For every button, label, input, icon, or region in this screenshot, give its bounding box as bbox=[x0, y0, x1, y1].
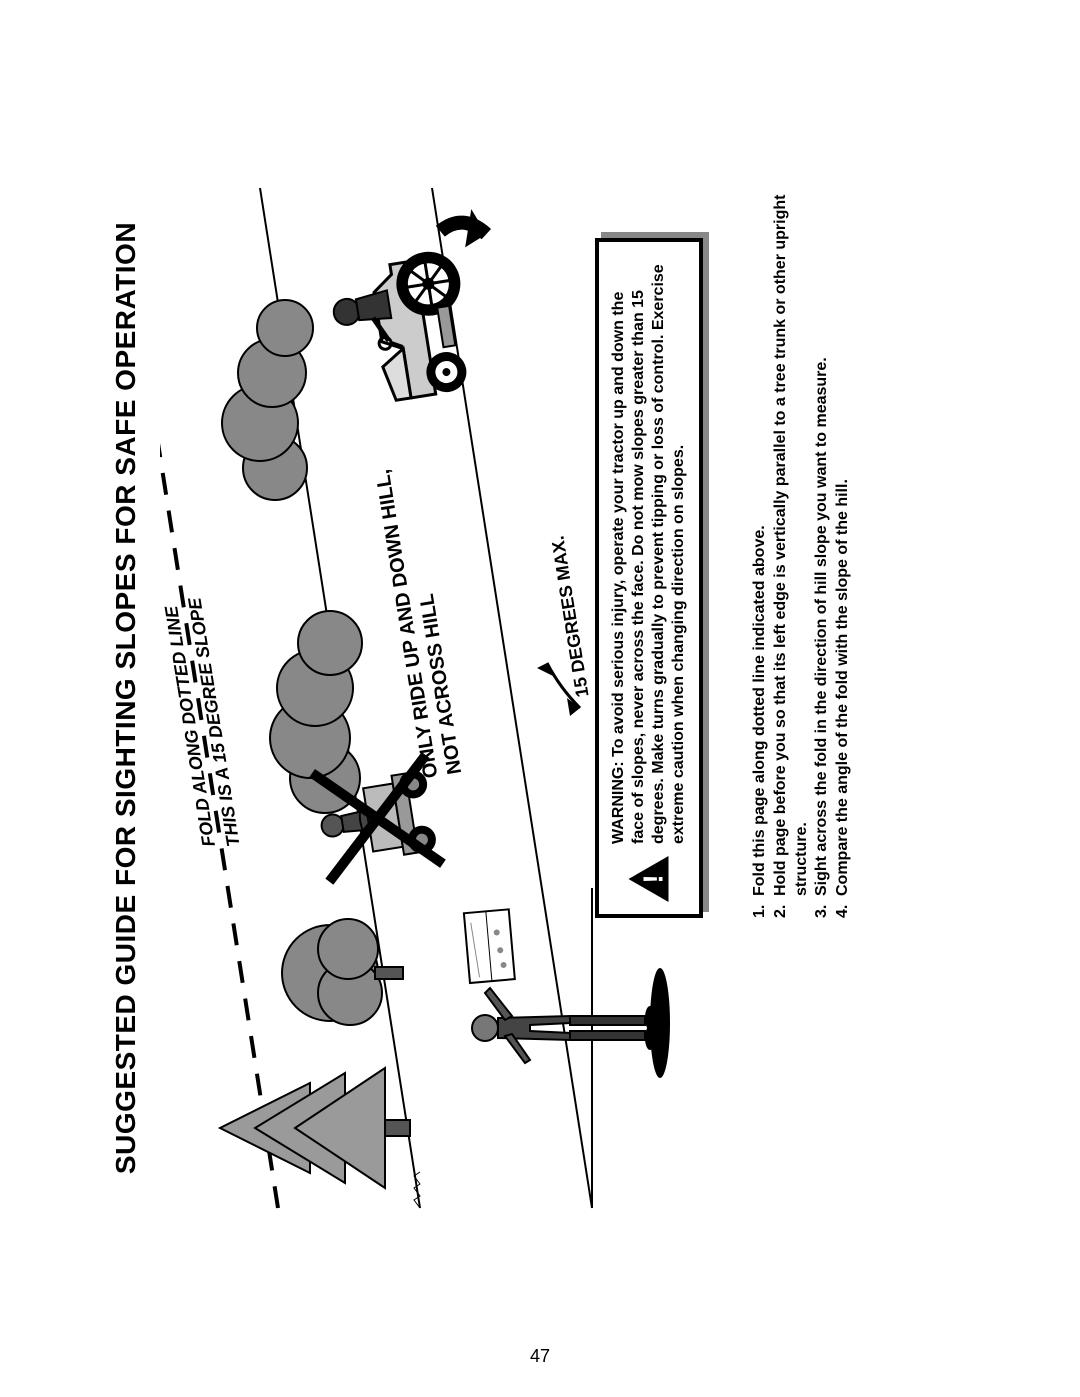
warning-lead: WARNING: bbox=[610, 761, 627, 844]
instruction-3: 3.Sight across the fold in the direction… bbox=[812, 168, 833, 918]
round-tree-1 bbox=[282, 919, 403, 1025]
instructions-list: 1.Fold this page along dotted line indic… bbox=[750, 168, 854, 918]
page-number: 47 bbox=[530, 1346, 550, 1367]
rotated-landscape-content: SUGGESTED GUIDE FOR SIGHTING SLOPES FOR … bbox=[100, 98, 980, 1298]
slope-diagram: FOLD ALONG DOTTED LINE THIS IS A 15 DEGR… bbox=[160, 148, 720, 1248]
warning-box: ! WARNING: To avoid serious injury, oper… bbox=[595, 238, 703, 918]
pine-tree bbox=[220, 1068, 410, 1188]
warning-triangle-icon: ! bbox=[627, 854, 672, 904]
page-title: SUGGESTED GUIDE FOR SIGHTING SLOPES FOR … bbox=[110, 98, 142, 1298]
tractor-correct bbox=[321, 206, 519, 408]
hill-bottom-line bbox=[432, 188, 592, 1208]
bush-cluster-1 bbox=[270, 611, 362, 813]
warning-box-inner: ! WARNING: To avoid serious injury, oper… bbox=[595, 238, 703, 918]
bush-cluster-2 bbox=[222, 300, 313, 500]
svg-text:!: ! bbox=[638, 874, 669, 883]
instruction-1: 1.Fold this page along dotted line indic… bbox=[750, 168, 771, 918]
instruction-2: 2.Hold page before you so that its left … bbox=[771, 168, 813, 918]
instruction-4: 4.Compare the angle of the fold with the… bbox=[833, 168, 854, 918]
warning-body: To avoid serious injury, operate your tr… bbox=[610, 264, 687, 844]
page: SUGGESTED GUIDE FOR SIGHTING SLOPES FOR … bbox=[0, 0, 1080, 1397]
warning-text: WARNING: To avoid serious injury, operat… bbox=[610, 264, 687, 844]
